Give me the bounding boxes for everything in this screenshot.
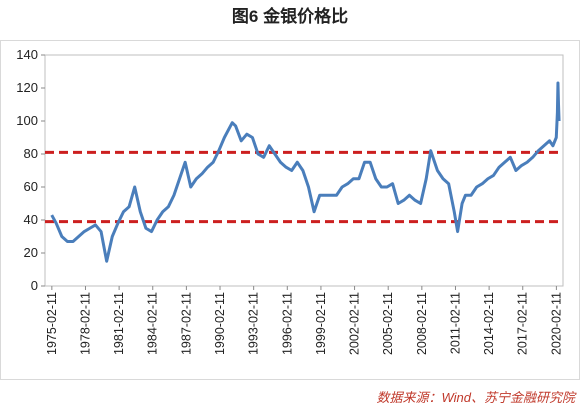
x-tick-label: 2002-02-11 — [348, 292, 362, 355]
y-tick-label: 80 — [24, 146, 38, 161]
x-tick-label: 2011-02-11 — [448, 292, 462, 354]
chart-frame — [0, 40, 580, 380]
x-tick-label: 1981-02-11 — [112, 292, 126, 355]
x-tick-label: 1990-02-11 — [213, 292, 227, 355]
x-tick-label: 2005-02-11 — [381, 292, 395, 355]
y-tick-label: 0 — [31, 278, 38, 293]
x-tick-label: 1996-02-11 — [280, 292, 294, 355]
source-note: 数据来源：Wind、苏宁金融研究院 — [376, 390, 577, 405]
x-tick-label: 2014-02-11 — [482, 292, 496, 355]
x-tick-label: 1993-02-11 — [247, 292, 261, 355]
x-tick-label: 1987-02-11 — [179, 292, 193, 355]
chart-title: 图6 金银价格比 — [232, 6, 348, 26]
x-tick-label: 1975-02-11 — [45, 292, 59, 355]
y-tick-label: 60 — [24, 179, 38, 194]
y-tick-label: 100 — [16, 113, 38, 128]
y-tick-label: 20 — [24, 245, 38, 260]
y-tick-label: 140 — [16, 47, 38, 62]
data-line — [50, 81, 561, 263]
x-tick-label: 1999-02-11 — [314, 292, 328, 355]
x-tick-label: 1984-02-11 — [146, 292, 160, 355]
plot-area — [44, 54, 564, 287]
x-tick-label: 2017-02-11 — [516, 292, 530, 355]
y-tick-label: 40 — [24, 212, 38, 227]
y-tick-label: 120 — [16, 80, 38, 95]
x-tick-label: 2020-02-11 — [549, 292, 563, 355]
x-tick-label: 1978-02-11 — [78, 292, 92, 355]
x-tick-label: 2008-02-11 — [415, 292, 429, 355]
